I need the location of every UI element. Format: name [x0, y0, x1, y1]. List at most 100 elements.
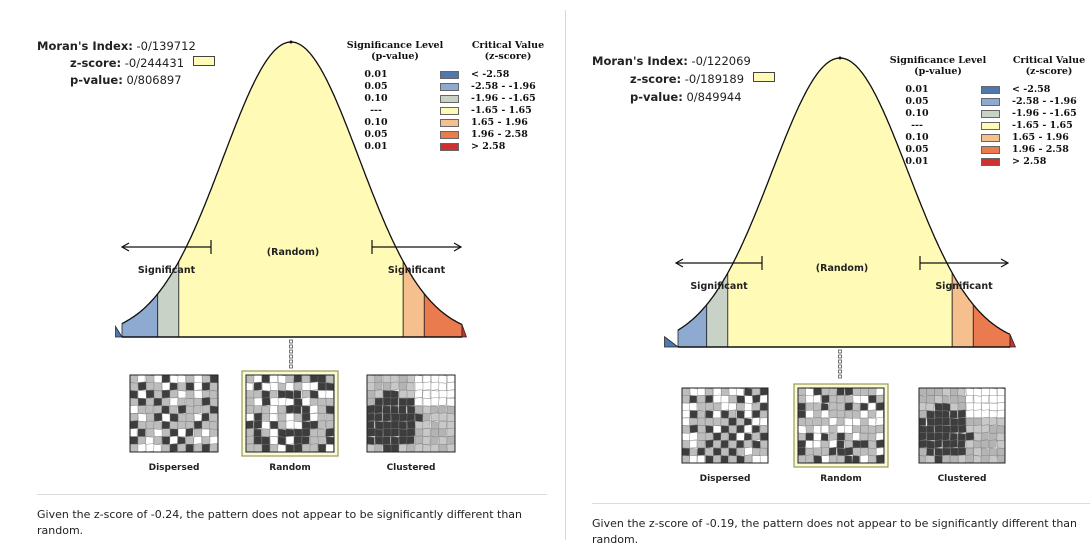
- map-polygon: [697, 395, 704, 403]
- map-polygon: [270, 406, 278, 414]
- map-polygon: [178, 375, 186, 383]
- map-polygon: [813, 395, 820, 403]
- map-polygon: [935, 388, 943, 396]
- map-polygon: [682, 410, 690, 418]
- map-polygon: [302, 437, 310, 445]
- map-polygon: [798, 447, 805, 455]
- map-polygon: [170, 421, 178, 430]
- map-polygon: [130, 414, 138, 422]
- map-polygon: [760, 395, 767, 403]
- map-polygon: [399, 382, 407, 390]
- map-polygon: [202, 421, 210, 429]
- map-polygon: [989, 396, 998, 404]
- map-polygon: [760, 403, 768, 411]
- map-polygon: [829, 410, 837, 418]
- map-polygon: [423, 437, 431, 445]
- map-polygon: [318, 398, 326, 406]
- map-polygon: [690, 432, 698, 440]
- map-polygon: [868, 388, 876, 396]
- map-polygon: [383, 444, 392, 452]
- map-polygon: [286, 375, 294, 383]
- map-polygon: [705, 411, 713, 419]
- map-polygon: [745, 447, 753, 455]
- map-polygon: [814, 433, 822, 441]
- map-polygon: [318, 383, 326, 391]
- map-polygon: [318, 421, 326, 429]
- map-polygon: [270, 429, 278, 437]
- map-polygon: [254, 390, 262, 398]
- map-polygon: [194, 390, 203, 398]
- clustered-pattern-map: [919, 388, 1005, 463]
- map-polygon: [919, 440, 927, 448]
- map-polygon: [950, 456, 958, 464]
- map-polygon: [950, 440, 957, 448]
- map-polygon: [876, 402, 884, 410]
- map-polygon: [760, 388, 768, 396]
- map-polygon: [246, 414, 254, 422]
- connector-dot: [839, 350, 842, 353]
- map-polygon: [926, 448, 933, 456]
- map-polygon: [744, 388, 752, 396]
- map-polygon: [375, 437, 383, 445]
- map-polygon: [431, 429, 439, 437]
- map-polygon: [399, 398, 407, 406]
- map-polygon: [713, 455, 721, 463]
- map-polygon: [383, 437, 391, 445]
- curve-band: [462, 325, 466, 337]
- map-polygon: [154, 375, 162, 383]
- map-polygon: [868, 426, 876, 434]
- map-polygon: [254, 406, 262, 414]
- map-polygon: [270, 421, 279, 429]
- map-polygon: [399, 444, 407, 452]
- map-polygon: [375, 413, 383, 421]
- map-polygon: [989, 440, 996, 448]
- map-polygon: [383, 429, 392, 437]
- map-polygon: [860, 418, 868, 426]
- map-polygon: [997, 433, 1004, 441]
- map-polygon: [737, 396, 746, 404]
- dispersed-pattern-map: [130, 375, 218, 452]
- map-polygon: [927, 411, 935, 419]
- connector-dot: [839, 365, 842, 368]
- map-polygon: [383, 406, 391, 414]
- map-polygon: [210, 436, 218, 444]
- map-polygon: [130, 405, 138, 413]
- map-polygon: [367, 437, 374, 445]
- map-polygon: [690, 448, 698, 456]
- map-polygon: [326, 444, 334, 452]
- curve-band: [1010, 334, 1015, 347]
- map-polygon: [262, 414, 270, 422]
- map-polygon: [697, 441, 705, 449]
- map-polygon: [927, 456, 935, 464]
- map-polygon: [367, 444, 376, 452]
- map-polygon: [154, 383, 162, 391]
- map-polygon: [262, 406, 270, 414]
- map-polygon: [210, 413, 218, 421]
- map-polygon: [399, 413, 408, 421]
- map-polygon: [186, 414, 194, 422]
- map-polygon: [375, 398, 383, 406]
- map-polygon: [391, 382, 399, 391]
- map-polygon: [966, 388, 975, 396]
- map-polygon: [367, 383, 376, 391]
- map-polygon: [423, 382, 431, 391]
- map-polygon: [178, 428, 186, 436]
- map-polygon: [876, 425, 883, 433]
- map-polygon: [752, 448, 760, 456]
- map-polygon: [981, 410, 989, 418]
- map-polygon: [973, 456, 981, 464]
- map-polygon: [919, 432, 926, 440]
- map-polygon: [697, 411, 704, 419]
- map-polygon: [447, 382, 455, 390]
- significant-left-label: Significant: [690, 281, 748, 292]
- map-polygon: [294, 382, 302, 390]
- map-polygon: [439, 413, 447, 422]
- map-polygon: [407, 383, 415, 391]
- map-polygon: [178, 383, 186, 391]
- map-polygon: [375, 405, 383, 414]
- map-polygon: [439, 397, 447, 406]
- map-polygon: [814, 456, 823, 464]
- map-polygon: [310, 414, 318, 422]
- connector-dot: [290, 360, 293, 363]
- map-polygon: [829, 425, 837, 433]
